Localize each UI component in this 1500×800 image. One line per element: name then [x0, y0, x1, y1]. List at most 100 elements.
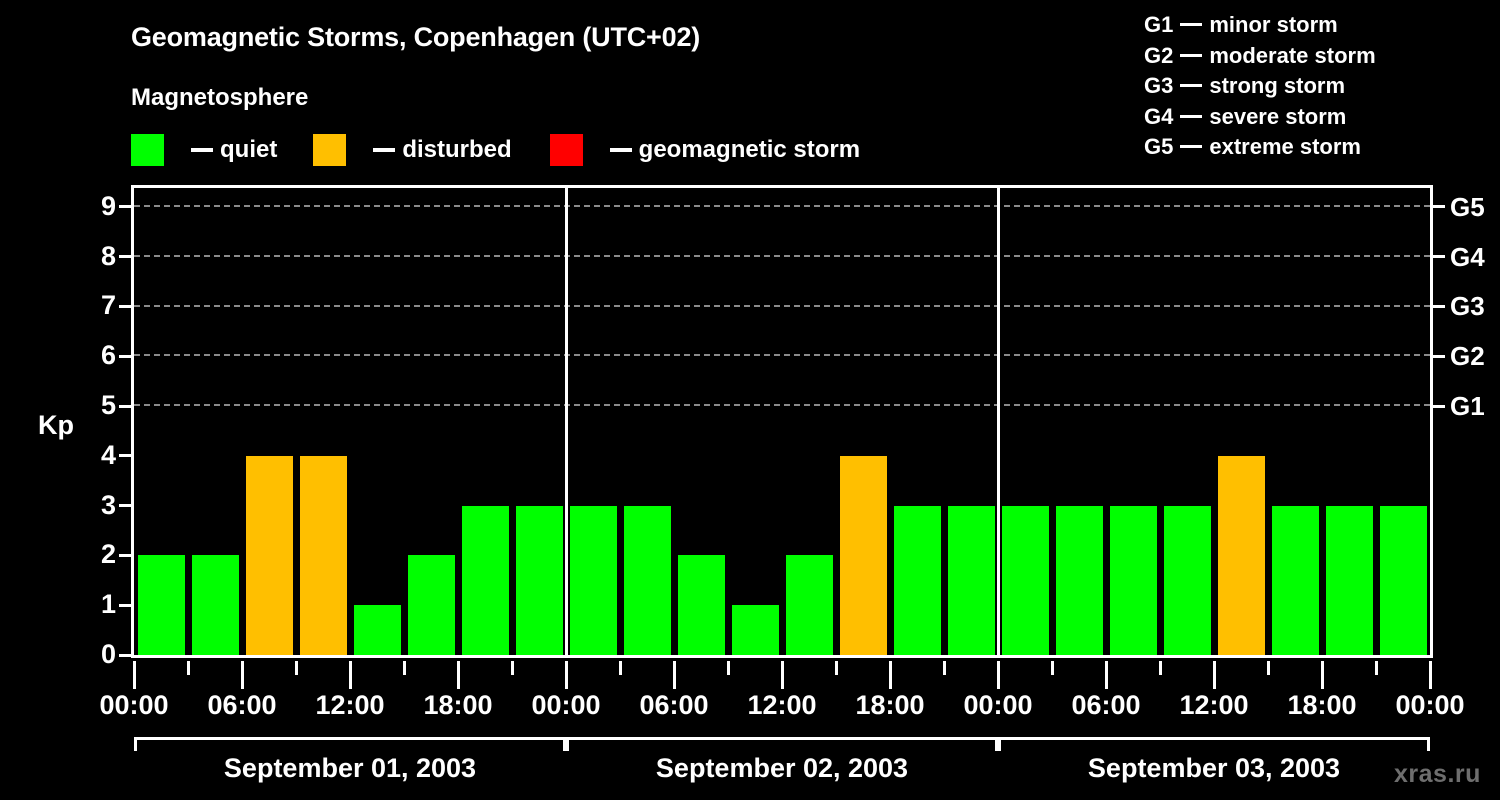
y-tick	[119, 255, 131, 259]
y-tick-label: 3	[100, 489, 116, 520]
y-tick-label: 6	[100, 340, 116, 371]
x-tick-major	[780, 661, 784, 689]
x-tick-minor	[402, 661, 406, 675]
date-label: September 03, 2003	[1087, 753, 1341, 783]
em-dash-icon	[1180, 145, 1203, 148]
storm-scale-description: severe storm	[1209, 103, 1347, 129]
x-tick-major	[1104, 661, 1108, 689]
bar	[137, 555, 185, 655]
storm-scale-code: G1	[1144, 12, 1174, 37]
y-tick	[119, 404, 131, 408]
x-tick-minor	[1266, 661, 1270, 675]
x-tick-minor	[726, 661, 730, 675]
storm-scale-description: moderate storm	[1209, 42, 1376, 68]
bar	[299, 455, 347, 655]
g-tick	[1433, 255, 1445, 259]
bar	[1163, 505, 1211, 655]
x-tick-minor	[1374, 661, 1378, 675]
x-tick-label: 18:00	[855, 690, 925, 720]
date-label: September 02, 2003	[655, 753, 909, 783]
y-tick-label: 7	[100, 290, 116, 321]
y-tick	[119, 653, 131, 657]
legend-label: disturbed	[402, 136, 512, 163]
x-tick-label: 06:00	[639, 690, 709, 720]
em-dash-icon	[1180, 23, 1203, 26]
bar	[785, 555, 833, 655]
bar	[1001, 505, 1049, 655]
gridline	[134, 204, 1430, 207]
g-tick	[1433, 404, 1445, 408]
x-tick-major	[1428, 661, 1432, 689]
x-tick-label: 12:00	[1179, 690, 1249, 720]
bar	[731, 605, 779, 655]
x-tick-minor	[942, 661, 946, 675]
legend-entry: geomagnetic storm	[549, 133, 861, 167]
bar	[245, 455, 293, 655]
legend-dash-icon	[609, 148, 632, 152]
x-tick-major	[996, 661, 1000, 689]
x-tick-major	[348, 661, 352, 689]
storm-scale-code: G2	[1144, 42, 1174, 68]
x-tick-label: 00:00	[1395, 690, 1465, 720]
bar	[1109, 505, 1157, 655]
storm-scale-row: G1 minor storm	[1072, 10, 1492, 41]
storm-scale-row: G3 strong storm	[1072, 71, 1492, 102]
storm-scale-row: G4 severe storm	[1072, 102, 1492, 133]
quiet-swatch	[131, 134, 164, 166]
y-tick-label: 2	[100, 539, 116, 570]
y-axis-title: Kp	[38, 410, 74, 440]
bar	[1055, 505, 1103, 655]
legend-dash-icon	[191, 148, 213, 152]
watermark: xras.ru	[1394, 760, 1481, 788]
bar	[569, 505, 617, 655]
bar	[839, 455, 887, 655]
bar	[353, 605, 401, 655]
y-tick-label: 0	[100, 639, 116, 669]
legend-label: geomagnetic storm	[638, 136, 861, 163]
x-tick-label: 18:00	[1287, 690, 1357, 720]
storm-scale-code: G5	[1144, 134, 1174, 159]
bar	[407, 555, 455, 655]
bar	[893, 505, 941, 655]
g-scale-label: G5	[1450, 191, 1485, 222]
storm-scale-code: G4	[1144, 103, 1174, 129]
legend-entry: disturbed	[313, 133, 512, 167]
storm-scale-row: G5 extreme storm	[1072, 132, 1492, 163]
em-dash-icon	[1180, 53, 1203, 57]
x-tick-major	[132, 661, 136, 689]
x-tick-major	[240, 661, 244, 689]
y-tick-label: 9	[100, 190, 116, 221]
x-tick-minor	[510, 661, 514, 675]
g-tick	[1433, 304, 1445, 308]
storm-swatch	[549, 134, 583, 166]
x-tick-major	[888, 661, 892, 689]
storm-scale-description: strong storm	[1209, 73, 1346, 98]
g-tick	[1433, 354, 1445, 358]
date-label: September 01, 2003	[223, 753, 477, 783]
x-tick-label: 00:00	[531, 690, 601, 720]
g-tick	[1433, 205, 1445, 209]
y-tick	[119, 603, 131, 607]
date-bracket	[998, 737, 1430, 751]
plot-area	[131, 185, 1433, 658]
bar	[947, 505, 995, 655]
x-tick-major	[1212, 661, 1216, 689]
x-tick-label: 06:00	[207, 690, 277, 720]
x-tick-label: 18:00	[423, 690, 493, 720]
gridline	[134, 304, 1430, 307]
g-scale-label: G3	[1450, 291, 1485, 322]
date-bracket	[566, 737, 998, 751]
x-tick-label: 12:00	[747, 690, 817, 720]
gridline	[134, 404, 1430, 407]
x-tick-major	[564, 661, 568, 689]
bar	[1271, 505, 1319, 655]
em-dash-icon	[1180, 84, 1203, 87]
bar	[1325, 505, 1373, 655]
x-tick-minor	[1158, 661, 1162, 675]
date-bracket	[134, 737, 566, 751]
page-title: Geomagnetic Storms, Copenhagen (UTC+02)	[131, 22, 701, 52]
x-tick-label: 00:00	[963, 690, 1033, 720]
bar	[1217, 455, 1265, 655]
storm-scale-legend: G1 minor storm G2 moderate storm G3 strong st…	[1072, 10, 1492, 163]
